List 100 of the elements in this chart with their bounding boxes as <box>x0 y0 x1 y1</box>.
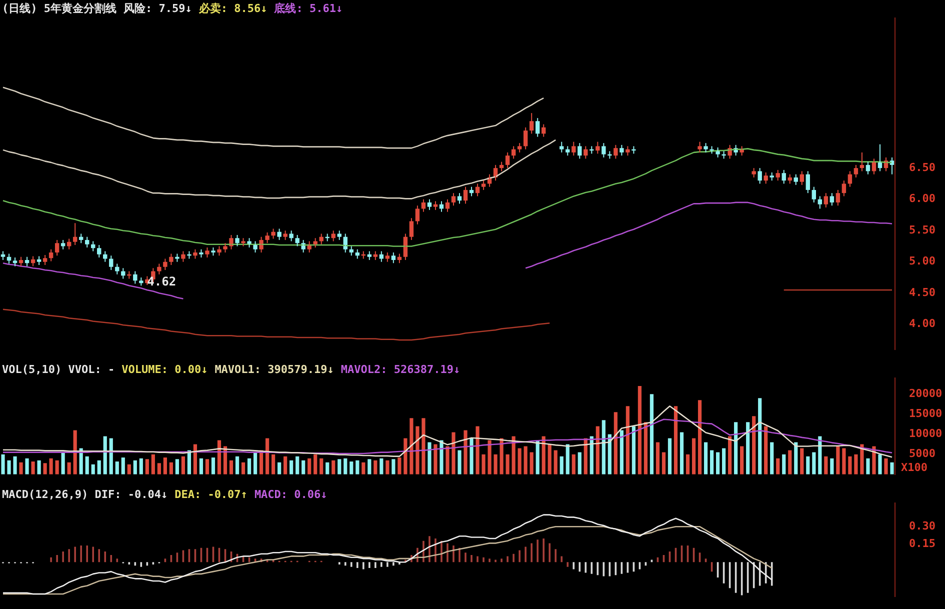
bar <box>151 454 155 474</box>
bar <box>193 444 198 474</box>
candlestick <box>698 141 702 153</box>
bar <box>782 454 786 474</box>
bar <box>308 458 312 474</box>
bar <box>67 462 71 474</box>
bar <box>205 459 210 474</box>
bar <box>386 460 390 474</box>
bar <box>710 450 714 474</box>
bar <box>235 456 240 474</box>
candlestick <box>704 142 708 153</box>
bar <box>812 452 816 474</box>
text: MAVOL1: 390579.19↓ <box>214 363 334 376</box>
bar <box>37 460 41 474</box>
bar <box>374 460 378 474</box>
bar <box>716 452 720 474</box>
bar <box>7 460 11 474</box>
bar <box>554 450 558 474</box>
bar <box>398 458 402 474</box>
bar <box>1 454 5 474</box>
bar <box>686 454 690 474</box>
bar <box>476 426 480 474</box>
bar <box>199 458 204 474</box>
bar <box>320 458 324 474</box>
y-tick-label: 0.30 <box>909 520 936 533</box>
y-tick-label: 20000 <box>909 386 942 400</box>
bar <box>362 462 366 474</box>
bar <box>776 458 780 474</box>
bar <box>644 422 648 474</box>
text: 必卖: 8.56↓ <box>198 2 268 15</box>
bar <box>662 452 666 474</box>
bar <box>247 458 252 474</box>
bar <box>830 458 834 474</box>
bar <box>452 432 456 474</box>
bar <box>368 459 372 474</box>
bar <box>85 456 89 474</box>
bar <box>356 460 360 474</box>
bar <box>133 460 137 474</box>
y-axis-title: X100 <box>901 460 928 474</box>
bar <box>278 462 282 474</box>
text: VOLUME: 0.00↓ <box>122 363 208 376</box>
bar <box>97 460 101 474</box>
bar <box>620 430 624 474</box>
bar <box>806 456 810 474</box>
bar <box>43 463 47 474</box>
bar <box>518 448 522 474</box>
bar <box>728 436 732 474</box>
bar <box>326 462 330 474</box>
bar <box>272 454 276 474</box>
bar <box>626 406 630 474</box>
bar <box>229 460 234 474</box>
bar <box>392 459 396 474</box>
bar <box>265 438 270 474</box>
bar <box>338 459 342 474</box>
bar <box>596 426 600 474</box>
y-tick-label: 0.15 <box>909 537 936 550</box>
bar <box>746 422 750 474</box>
bar <box>860 444 864 474</box>
bar <box>181 456 186 474</box>
y-tick-label: 5000 <box>909 447 936 460</box>
bar <box>758 398 762 474</box>
y-tick-label: 5.00 <box>909 254 936 268</box>
bar <box>55 460 59 474</box>
bar <box>314 454 318 474</box>
bar <box>61 452 65 474</box>
bar <box>121 458 125 474</box>
bar <box>175 459 179 474</box>
bar <box>19 462 23 474</box>
bar <box>169 462 173 474</box>
bar <box>416 426 420 474</box>
bar <box>302 460 306 474</box>
bar <box>512 436 516 474</box>
bar <box>722 448 726 474</box>
bar <box>590 436 594 474</box>
bar <box>482 454 486 474</box>
text: VOL(5,10) VVOL: - <box>2 363 115 376</box>
bar <box>740 446 744 474</box>
bar <box>290 460 294 474</box>
bar <box>253 452 258 474</box>
bar <box>704 442 708 474</box>
bar <box>91 464 95 474</box>
text: (日线) 5年黄金分割线 <box>2 2 116 15</box>
bar <box>211 458 216 474</box>
bar <box>656 442 660 474</box>
bar <box>578 452 582 474</box>
bar <box>650 394 654 474</box>
bar <box>524 446 528 474</box>
y-tick-label: 4.50 <box>909 286 936 299</box>
bar <box>350 462 354 474</box>
bar <box>344 458 348 474</box>
bar <box>800 448 804 474</box>
bar <box>157 463 161 474</box>
bar <box>163 458 167 474</box>
bar <box>542 436 546 474</box>
bar <box>632 426 636 474</box>
bar <box>638 386 642 474</box>
bar <box>602 420 606 474</box>
annotation: 4.62 <box>147 274 176 289</box>
candlestick <box>283 230 288 240</box>
bar <box>13 456 17 474</box>
